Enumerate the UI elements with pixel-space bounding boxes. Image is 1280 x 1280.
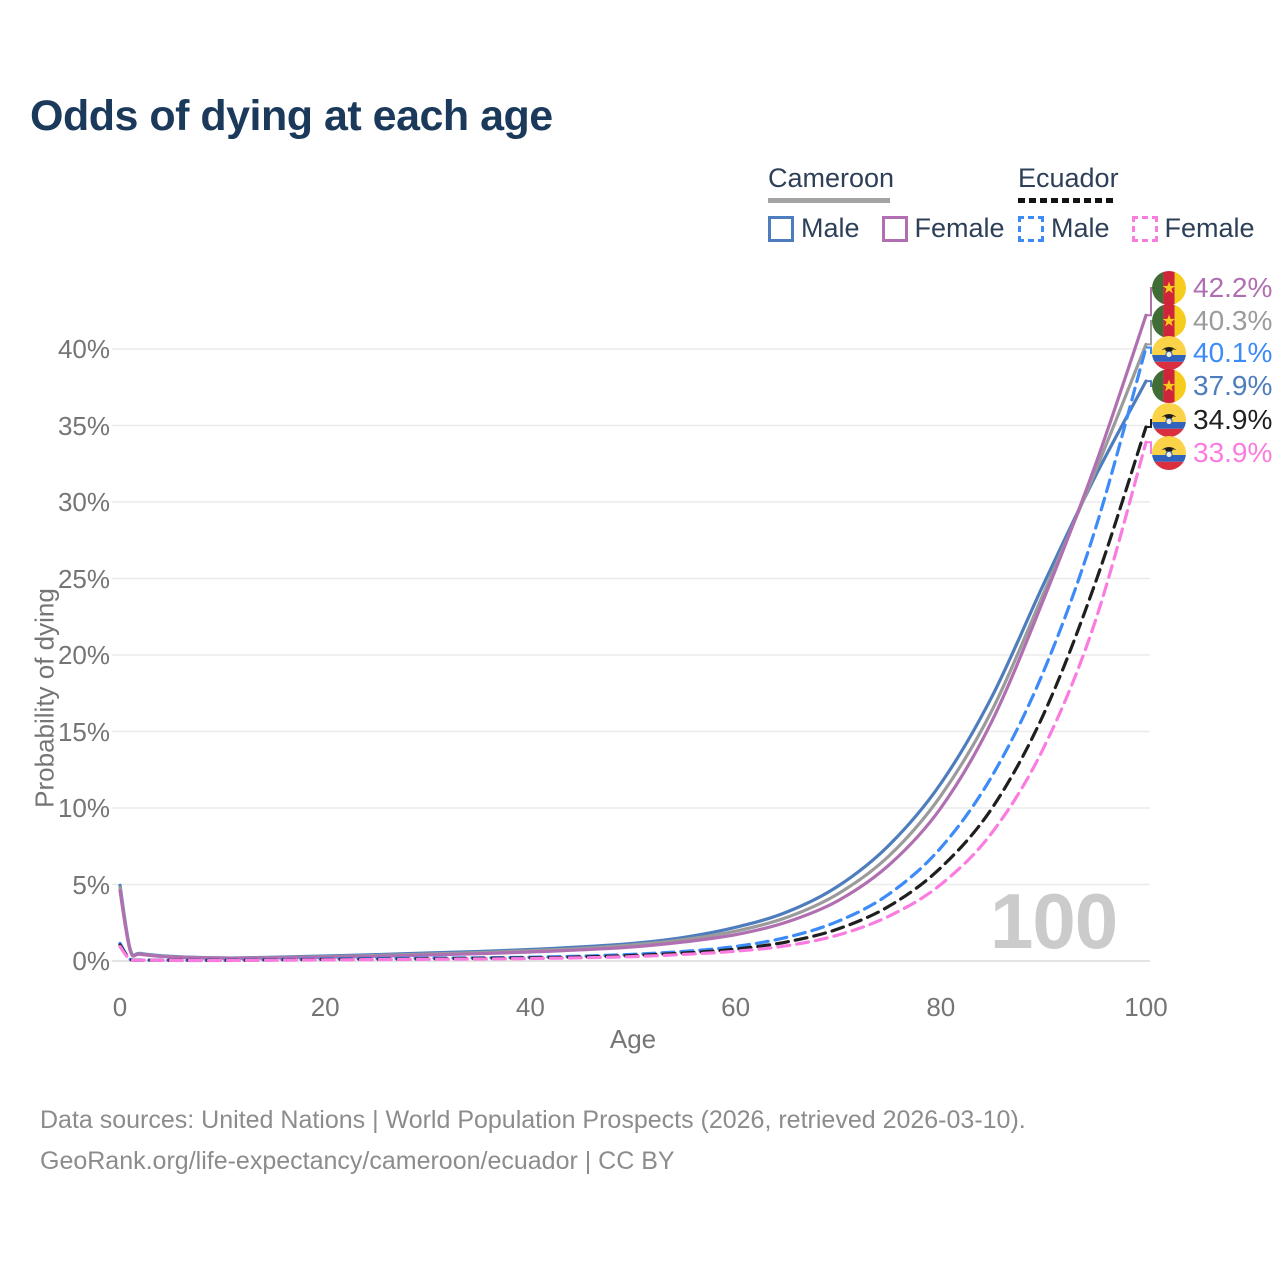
footer-sources: Data sources: United Nations | World Pop… [40, 1106, 1026, 1134]
end-label-value: 34.9% [1193, 404, 1273, 435]
x-tick-label: 0 [112, 992, 128, 1022]
y-tick-label: 10% [57, 793, 110, 823]
y-tick-label: 0% [72, 946, 110, 976]
cameroon-flag-icon [1152, 271, 1186, 305]
end-label-cameroon-both-sexes: 40.3% [1152, 304, 1272, 338]
end-label-value: 33.9% [1193, 437, 1273, 468]
x-axis-label: Age [609, 1024, 657, 1054]
end-label-cameroon-female: 42.2% [1152, 271, 1272, 305]
y-tick-label: 20% [57, 640, 110, 670]
ecuador-flag-icon [1152, 436, 1186, 470]
age-counter-watermark: 100 [990, 877, 1118, 965]
ecuador-male-checkbox-icon[interactable] [1018, 215, 1044, 242]
cameroon-flag-icon [1152, 304, 1186, 338]
end-label-value: 42.2% [1193, 272, 1273, 303]
cameroon-male-checkbox-icon[interactable] [768, 215, 794, 242]
cameroon-female-checkbox-icon[interactable] [881, 215, 908, 242]
legend-item-cameroon-female[interactable]: Female [881, 213, 1005, 244]
legend-item-cameroon-male[interactable]: Male [768, 213, 860, 244]
x-tick-label: 40 [515, 992, 545, 1022]
y-tick-label: 15% [57, 716, 110, 747]
x-tick-label: 60 [721, 992, 751, 1022]
legend-item-ecuador-male[interactable]: Male [1018, 213, 1110, 244]
line-chart-canvas [112, 287, 1155, 963]
end-label-cameroon-male: 37.9% [1152, 369, 1272, 403]
cameroon-line-swatch [768, 198, 890, 203]
x-tick-label: 80 [926, 992, 956, 1022]
legend-label: Male [1051, 213, 1110, 243]
y-tick-label: 35% [57, 410, 110, 441]
end-label-ecuador-male: 40.1% [1152, 336, 1272, 370]
end-label-value: 40.1% [1193, 337, 1273, 368]
series-line-ecuador-female [118, 440, 1148, 963]
ecuador-flag-icon [1152, 336, 1186, 370]
page-title: Odds of dying at each age [30, 92, 553, 140]
footer: Data sources: United Nations | World Pop… [40, 1100, 1026, 1182]
end-label-ecuador-female: 33.9% [1152, 436, 1272, 470]
ecuador-flag-icon [1152, 403, 1186, 437]
end-label-value: 37.9% [1193, 370, 1273, 401]
series-line-cameroon-female [118, 313, 1148, 960]
y-tick-label: 30% [57, 487, 110, 517]
y-tick-label: 40% [57, 334, 110, 364]
ecuador-line-swatch [1018, 198, 1114, 203]
series-line-cameroon-male [118, 379, 1148, 960]
legend-group-cameroon: Cameroon Male Female [768, 163, 1005, 244]
cameroon-flag-icon [1152, 369, 1186, 403]
ecuador-female-checkbox-icon[interactable] [1131, 215, 1158, 242]
legend-item-ecuador-female[interactable]: Female [1131, 213, 1255, 244]
y-tick-label: 5% [72, 869, 110, 900]
legend-label: Male [801, 213, 860, 243]
y-axis-label: Probability of dying [29, 588, 60, 808]
legend-group-ecuador: Ecuador Male Female [1018, 163, 1255, 244]
legend-country-ecuador: Ecuador [1018, 163, 1119, 193]
footer-attribution: GeoRank.org/life-expectancy/cameroon/ecu… [40, 1147, 675, 1175]
legend-country-cameroon: Cameroon [768, 163, 895, 193]
x-tick-label: 100 [1124, 992, 1168, 1022]
end-label-value: 40.3% [1193, 305, 1273, 336]
end-label-ecuador-both-sexes: 34.9% [1152, 403, 1272, 437]
legend-label: Female [1164, 213, 1255, 243]
legend-label: Female [914, 213, 1005, 243]
series-line-cameroon-both [118, 342, 1148, 960]
y-tick-label: 25% [57, 563, 110, 594]
x-tick-label: 20 [310, 992, 340, 1022]
series-line-ecuador-male [118, 345, 1148, 962]
